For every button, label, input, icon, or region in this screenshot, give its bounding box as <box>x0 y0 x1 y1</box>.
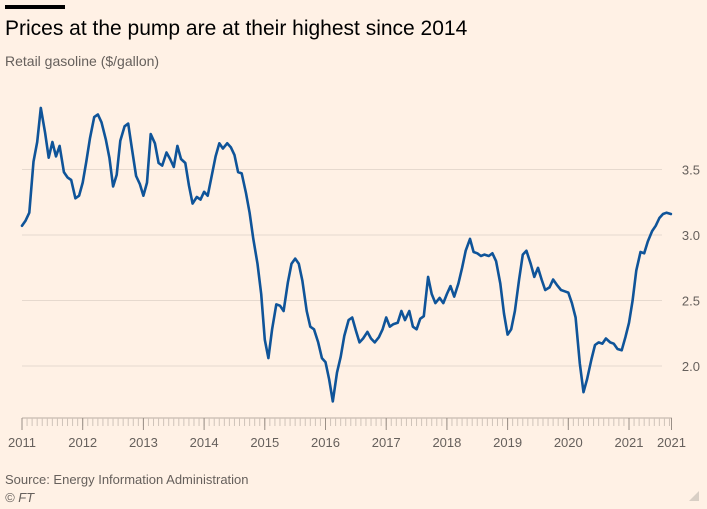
x-tick-label: 2018 <box>432 435 461 450</box>
x-tick-label: 2014 <box>190 435 219 450</box>
x-tick-label: 2017 <box>372 435 401 450</box>
source-note: Source: Energy Information Administratio… <box>5 472 249 487</box>
y-tick-label: 2.0 <box>682 359 700 374</box>
x-tick-label: 2012 <box>68 435 97 450</box>
x-tick-label: 2015 <box>250 435 279 450</box>
series-line-retail-gasoline <box>20 106 673 403</box>
x-tick-label: 2020 <box>554 435 583 450</box>
y-tick-label: 2.5 <box>682 294 700 309</box>
x-tick-label: 2021 <box>615 435 644 450</box>
x-tick-label: 2011 <box>8 435 36 450</box>
resize-handle-icon <box>689 491 699 501</box>
y-tick-label: 3.0 <box>682 228 700 243</box>
chart-title: Prices at the pump are at their highest … <box>5 17 468 40</box>
chart-subtitle: Retail gasoline ($/gallon) <box>5 53 160 69</box>
x-tick-label: 2013 <box>129 435 158 450</box>
y-tick-label: 3.5 <box>682 163 700 178</box>
brand-accent-bar <box>5 5 65 9</box>
x-tick-label: 2019 <box>493 435 522 450</box>
copyright-note: © FT <box>5 490 35 505</box>
x-tick-label: 2021 <box>657 435 686 450</box>
x-tick-label: 2016 <box>311 435 340 450</box>
